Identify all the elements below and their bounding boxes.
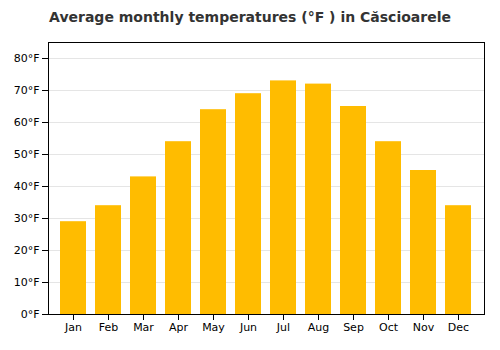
svg-text:Jan: Jan [64, 321, 82, 334]
svg-text:20°F: 20°F [14, 244, 40, 257]
svg-text:0°F: 0°F [21, 308, 40, 321]
svg-text:Dec: Dec [448, 321, 469, 334]
svg-text:Aug: Aug [308, 321, 329, 334]
svg-text:Feb: Feb [99, 321, 118, 334]
svg-text:50°F: 50°F [14, 148, 40, 161]
svg-text:60°F: 60°F [14, 116, 40, 129]
svg-text:Jul: Jul [276, 321, 290, 334]
svg-text:70°F: 70°F [14, 84, 40, 97]
svg-text:Sep: Sep [343, 321, 364, 334]
svg-text:Apr: Apr [169, 321, 189, 334]
svg-text:Oct: Oct [379, 321, 399, 334]
svg-text:Mar: Mar [133, 321, 154, 334]
svg-text:80°F: 80°F [14, 52, 40, 65]
svg-text:Jun: Jun [239, 321, 257, 334]
svg-text:30°F: 30°F [14, 212, 40, 225]
svg-text:40°F: 40°F [14, 180, 40, 193]
html-text:Average monthly temperatures (: Average monthly temperatures (°F ) in Că… [49, 9, 451, 25]
svg-text:May: May [202, 321, 225, 334]
svg-text:10°F: 10°F [14, 276, 40, 289]
svg-text:Nov: Nov [413, 321, 435, 334]
